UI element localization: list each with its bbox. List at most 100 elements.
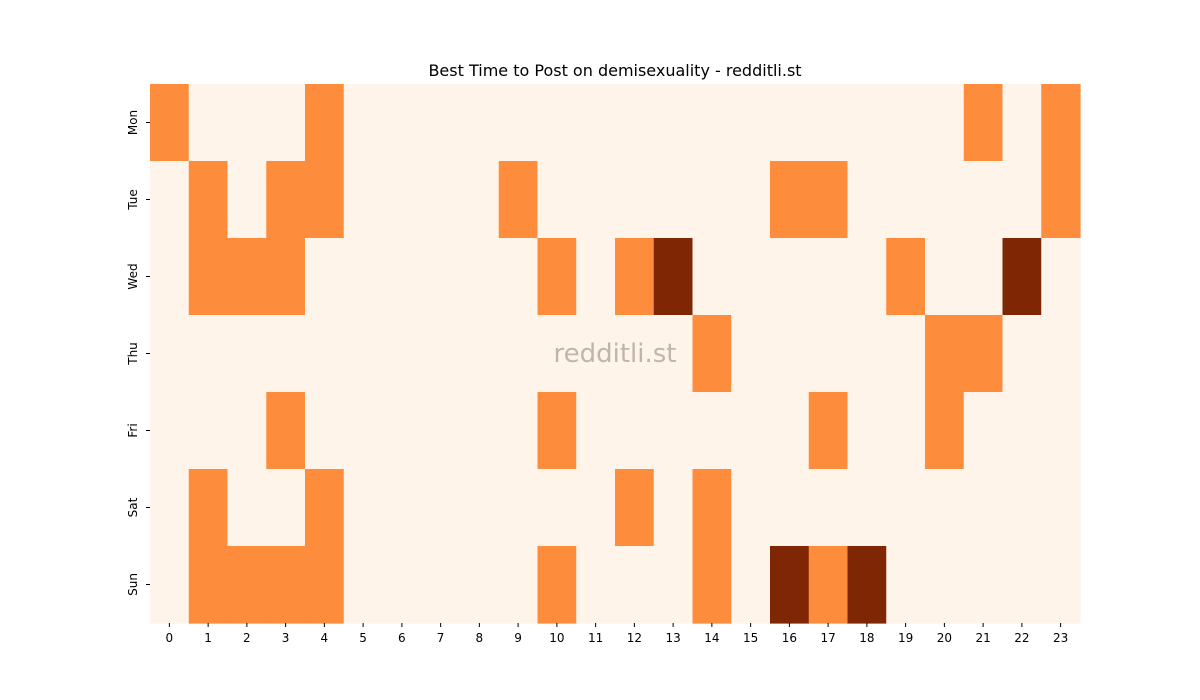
heatmap-cell-thu-2: [227, 315, 267, 393]
heatmap-cell-wed-2: [227, 238, 267, 316]
heatmap-cell-sun-6: [382, 546, 422, 624]
y-axis: Mon Tue Wed Thu Fri Sat Sun: [126, 110, 150, 596]
chart-title: Best Time to Post on demisexuality - red…: [428, 61, 801, 80]
heatmap-cell-mon-16: [770, 84, 810, 162]
heatmap-cell-mon-17: [808, 84, 849, 162]
heatmap-cell-wed-17: [808, 238, 849, 316]
x-tick-label: 5: [359, 631, 367, 645]
heatmap-cells: [150, 84, 1081, 624]
heatmap-cell-mon-20: [925, 84, 965, 162]
heatmap-cell-thu-18: [847, 315, 887, 393]
heatmap-cell-sun-14: [692, 546, 732, 624]
heatmap-cell-mon-14: [692, 84, 732, 162]
heatmap-cell-wed-0: [150, 238, 190, 316]
heatmap-cell-fri-21: [963, 392, 1004, 470]
heatmap-cell-mon-8: [460, 84, 500, 162]
heatmap-cell-mon-6: [382, 84, 422, 162]
heatmap-cell-sat-10: [537, 469, 577, 547]
heatmap-cell-mon-5: [343, 84, 384, 162]
heatmap-cell-sun-16: [770, 546, 810, 624]
heatmap-cell-mon-9: [498, 84, 539, 162]
heatmap-cell-tue-16: [770, 161, 810, 239]
heatmap-cell-sat-7: [421, 469, 461, 547]
y-tick-label: Wed: [126, 263, 140, 289]
heatmap-cell-sun-12: [615, 546, 655, 624]
heatmap-cell-tue-7: [421, 161, 461, 239]
heatmap-cell-sun-7: [421, 546, 461, 624]
heatmap-cell-fri-17: [808, 392, 849, 470]
heatmap-cell-mon-19: [886, 84, 926, 162]
heatmap-cell-fri-10: [537, 392, 577, 470]
heatmap-cell-thu-6: [382, 315, 422, 393]
heatmap-cell-sat-16: [770, 469, 810, 547]
heatmap-cell-thu-13: [653, 315, 694, 393]
heatmap-cell-mon-18: [847, 84, 887, 162]
heatmap-cell-mon-12: [615, 84, 655, 162]
y-tick-label: Tue: [126, 189, 140, 211]
heatmap-cell-fri-23: [1041, 392, 1081, 470]
heatmap-cell-sat-23: [1041, 469, 1081, 547]
heatmap-cell-tue-9: [498, 161, 539, 239]
heatmap-cell-mon-15: [731, 84, 771, 162]
x-tick-label: 22: [1014, 631, 1029, 645]
heatmap-cell-sun-5: [343, 546, 384, 624]
heatmap-cell-sat-13: [653, 469, 694, 547]
heatmap-cell-tue-0: [150, 161, 190, 239]
heatmap-cell-fri-12: [615, 392, 655, 470]
heatmap-cell-sat-18: [847, 469, 887, 547]
heatmap-cell-thu-17: [808, 315, 849, 393]
heatmap-cell-wed-21: [963, 238, 1004, 316]
x-tick-label: 11: [588, 631, 603, 645]
heatmap-cell-thu-15: [731, 315, 771, 393]
heatmap-cell-sun-23: [1041, 546, 1081, 624]
heatmap-cell-thu-16: [770, 315, 810, 393]
heatmap-cell-sun-19: [886, 546, 926, 624]
heatmap-cell-thu-4: [305, 315, 345, 393]
heatmap-cell-wed-12: [615, 238, 655, 316]
heatmap-cell-thu-20: [925, 315, 965, 393]
heatmap-cell-mon-1: [188, 84, 229, 162]
x-tick-label: 9: [514, 631, 522, 645]
heatmap-cell-thu-9: [498, 315, 539, 393]
heatmap-cell-mon-11: [576, 84, 616, 162]
heatmap-cell-wed-6: [382, 238, 422, 316]
heatmap-cell-sun-15: [731, 546, 771, 624]
heatmap-cell-sun-8: [460, 546, 500, 624]
heatmap-cell-sat-20: [925, 469, 965, 547]
heatmap-cell-tue-2: [227, 161, 267, 239]
heatmap-cell-tue-11: [576, 161, 616, 239]
heatmap-cell-thu-14: [692, 315, 732, 393]
heatmap-cell-sun-18: [847, 546, 887, 624]
heatmap-cell-sat-3: [266, 469, 306, 547]
heatmap-cell-sat-5: [343, 469, 384, 547]
heatmap-cell-sun-20: [925, 546, 965, 624]
heatmap-cell-fri-13: [653, 392, 694, 470]
x-tick-label: 19: [898, 631, 913, 645]
heatmap-cell-thu-8: [460, 315, 500, 393]
x-tick-label: 16: [782, 631, 797, 645]
x-tick-label: 12: [627, 631, 642, 645]
heatmap-cell-thu-3: [266, 315, 306, 393]
heatmap-cell-tue-3: [266, 161, 306, 239]
x-tick-label: 21: [975, 631, 990, 645]
x-tick-label: 3: [282, 631, 290, 645]
heatmap-cell-mon-10: [537, 84, 577, 162]
heatmap-cell-sat-17: [808, 469, 849, 547]
heatmap-cell-wed-7: [421, 238, 461, 316]
heatmap-cell-sat-22: [1002, 469, 1042, 547]
heatmap-cell-mon-0: [150, 84, 190, 162]
heatmap-cell-fri-22: [1002, 392, 1042, 470]
heatmap-cell-wed-16: [770, 238, 810, 316]
heatmap-cell-sat-1: [188, 469, 229, 547]
x-tick-label: 4: [321, 631, 329, 645]
heatmap-cell-fri-0: [150, 392, 190, 470]
x-tick-label: 1: [204, 631, 212, 645]
heatmap-cell-sun-10: [537, 546, 577, 624]
heatmap-cell-fri-14: [692, 392, 732, 470]
heatmap-cell-mon-21: [963, 84, 1004, 162]
heatmap-cell-wed-8: [460, 238, 500, 316]
heatmap-cell-sat-14: [692, 469, 732, 547]
heatmap-cell-wed-9: [498, 238, 539, 316]
heatmap-cell-thu-10: [537, 315, 577, 393]
